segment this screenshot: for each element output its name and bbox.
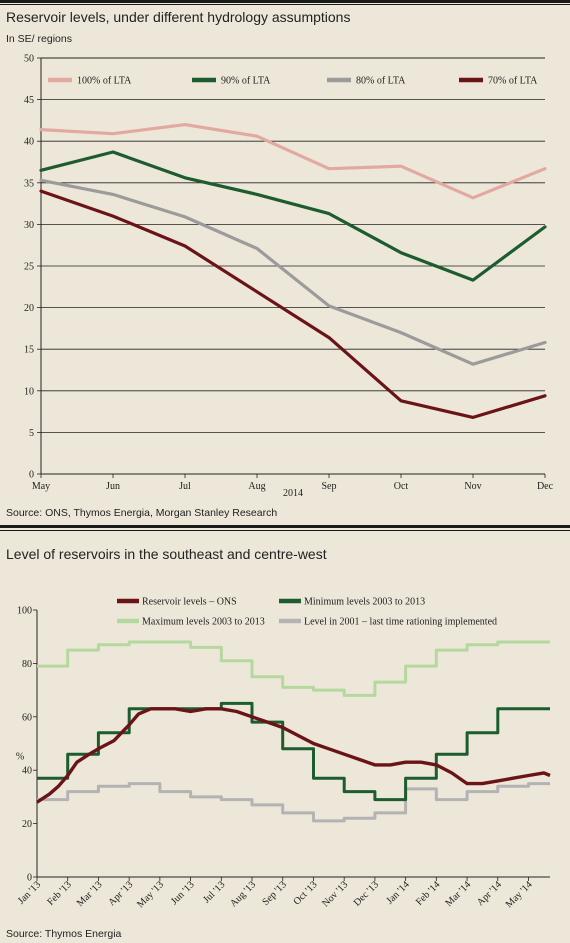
chart2-xtick-dec-13: Dec '13	[352, 879, 381, 908]
chart1-ytick-50: 50	[24, 54, 34, 65]
chart1-source: Source: ONS, Thymos Energia, Morgan Stan…	[6, 507, 278, 519]
chart2-xtick-may-13: May '13	[135, 879, 166, 910]
chart1-xtick-jun: Jun	[106, 481, 120, 492]
chart1-legend-90-of-lta: 90% of LTA	[221, 76, 271, 87]
chart1-legend-70-of-lta: 70% of LTA	[488, 76, 538, 87]
top-rule	[0, 0, 570, 3]
chart1-ytick-35: 35	[24, 178, 34, 189]
chart2-series-maximum-levels-2003-to-2013	[37, 640, 550, 697]
chart1-xtick-sep: Sep	[322, 481, 337, 492]
chart2-ylabel: %	[16, 752, 24, 763]
chart1-ytick-5: 5	[29, 428, 34, 439]
chart2-xtick-may-14: May '14	[504, 879, 535, 910]
chart1-xtick-dec: Dec	[537, 481, 554, 492]
chart2-xtick-jan-14: Jan '14	[384, 879, 411, 906]
chart2-legend-level-in-2001-last-time-rationing-implemented: Level in 2001 – last time rationing impl…	[304, 617, 497, 628]
chart2-source: Source: Thymos Energia	[6, 928, 122, 940]
chart2-series-reservoir-levels-ons	[36, 707, 551, 804]
chart1-series-100-of-lta	[39, 122, 547, 200]
top-rule-thin	[0, 4, 570, 5]
panel-divider	[0, 525, 570, 528]
chart1-legend-80-of-lta: 80% of LTA	[356, 76, 406, 87]
chart1-ytick-40: 40	[24, 137, 34, 148]
chart2-xtick-jul-13: Jul '13	[201, 879, 227, 905]
chart1-xtick-jul: Jul	[179, 481, 191, 492]
chart-panel-2: Level of reservoirs in the southeast and…	[0, 537, 570, 943]
chart1-ytick-25: 25	[24, 262, 34, 273]
chart1-ytick-45: 45	[24, 95, 34, 106]
chart1-subtitle: In SE/ regions	[6, 33, 72, 45]
chart2-ytick-80: 80	[22, 659, 32, 670]
chart1-plot: 0 5 10 15 20 25 30 35 40 45 50 May Jun Jul Aug Sep Oct No…	[24, 54, 554, 500]
chart2-series-minimum-levels-2003-to-2013	[37, 701, 550, 802]
chart-panel-1: Reservoir levels, under different hydrol…	[6, 9, 351, 519]
chart2-xtick-apr-13: Apr '13	[106, 879, 135, 908]
chart2-title: Level of reservoirs in the southeast and…	[6, 546, 327, 562]
chart1-series-90-of-lta	[39, 150, 547, 282]
chart2-xtick-jun-13: Jun '13	[169, 879, 197, 907]
chart2-ytick-0: 0	[27, 873, 32, 884]
chart2-legend-maximum-levels-2003-to-2013: Maximum levels 2003 to 2013	[142, 617, 265, 628]
chart1-ytick-0: 0	[29, 470, 34, 481]
chart1-ytick-20: 20	[24, 303, 34, 314]
chart1-title: Reservoir levels, under different hydrol…	[6, 9, 351, 25]
chart2-xtick-feb-14: Feb '14	[414, 879, 443, 908]
chart2-ytick-100: 100	[17, 606, 32, 617]
chart1-series-70-of-lta	[39, 189, 547, 419]
chart1-xtick-oct: Oct	[394, 481, 409, 492]
chart1-ytick-10: 10	[24, 386, 34, 397]
chart2-xtick-apr-14: Apr '14	[475, 879, 504, 908]
chart1-ytick-15: 15	[24, 345, 34, 356]
panel-divider-thin	[0, 530, 570, 531]
chart2-xtick-aug-13: Aug '13	[228, 879, 258, 909]
chart1-legend-100-of-lta: 100% of LTA	[77, 76, 132, 87]
chart1-series-80-of-lta	[39, 178, 547, 366]
chart2-xtick-feb-13: Feb '13	[45, 879, 74, 908]
chart1-xtick-may: May	[32, 481, 50, 492]
chart2-xtick-nov-13: Nov '13	[320, 879, 350, 909]
chart2-ytick-40: 40	[22, 766, 32, 777]
chart1-ytick-30: 30	[24, 220, 34, 231]
chart2-ytick-60: 60	[22, 712, 32, 723]
chart2-xtick-oct-13: Oct '13	[291, 879, 319, 907]
chart1-xtick-nov: Nov	[464, 481, 481, 492]
chart1-xlabel: 2014	[283, 488, 303, 499]
chart2-series-level-in-2001-last-time-rationing-implemented	[37, 782, 550, 823]
chart2-xtick-mar-14: Mar '14	[444, 879, 474, 909]
chart1-xtick-aug: Aug	[248, 481, 265, 492]
chart2-legend-minimum-levels-2003-to-2013: Minimum levels 2003 to 2013	[304, 597, 425, 608]
chart2-legend-reservoir-levels-ons: Reservoir levels – ONS	[142, 597, 237, 608]
chart2-xtick-sep-13: Sep '13	[260, 879, 289, 908]
chart2-xtick-mar-13: Mar '13	[75, 879, 105, 909]
chart2-ytick-20: 20	[22, 819, 32, 830]
